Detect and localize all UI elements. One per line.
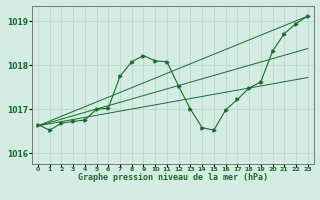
X-axis label: Graphe pression niveau de la mer (hPa): Graphe pression niveau de la mer (hPa)	[78, 173, 268, 182]
